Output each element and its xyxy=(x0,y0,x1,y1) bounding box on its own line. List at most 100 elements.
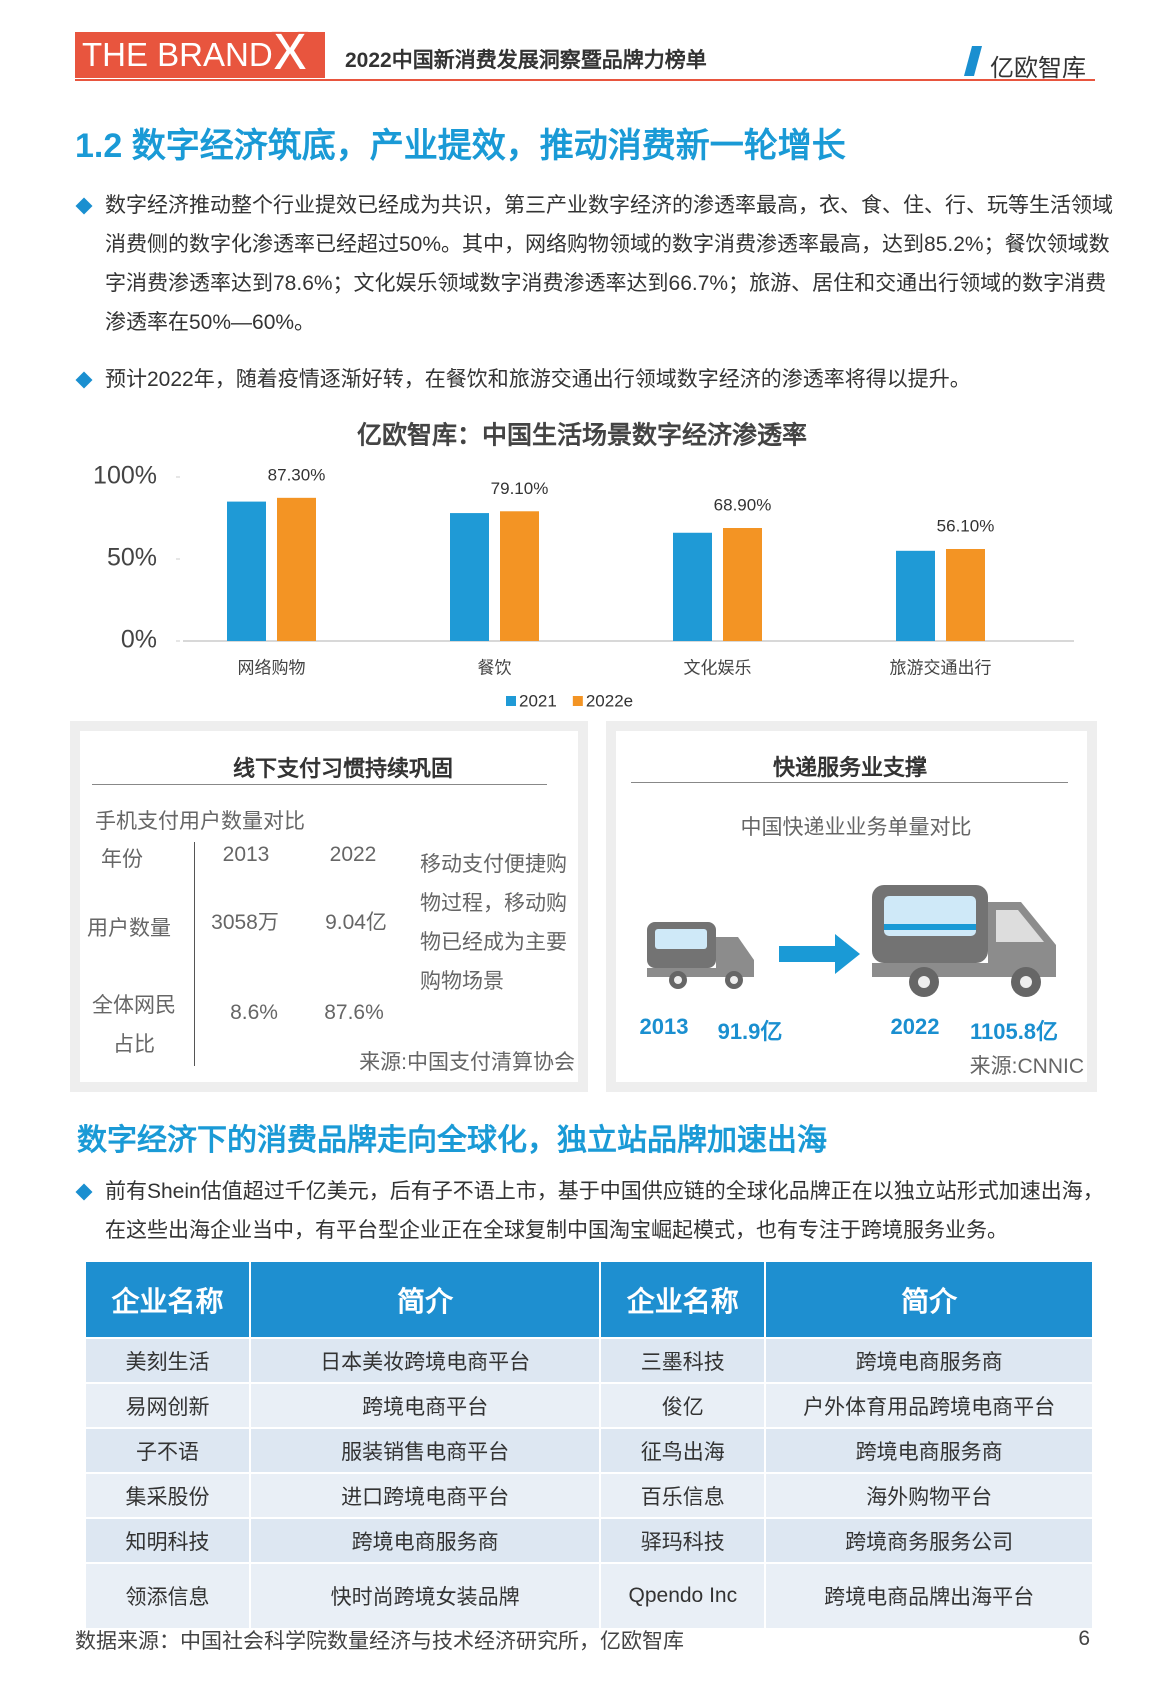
table-cell: 美刻生活 xyxy=(83,1337,252,1384)
table-cell: 征鸟出海 xyxy=(599,1427,767,1474)
data-label: 87.30% xyxy=(268,465,326,484)
panel-title: 快递服务业支撑 xyxy=(772,755,928,780)
table-cell: 子不语 xyxy=(83,1427,252,1474)
panel-source: 来源:CNNIC xyxy=(969,1055,1084,1078)
logo-icon xyxy=(963,46,983,76)
section-title: 1.2 数字经济筑底，产业提效，推动消费新一轮增长 xyxy=(75,127,846,165)
table-cell: 跨境电商品牌出海平台 xyxy=(764,1562,1094,1630)
panel xyxy=(80,731,578,1082)
small-truck xyxy=(647,922,754,989)
panel-title: 线下支付习惯持续巩固 xyxy=(232,756,454,781)
table-cell: 海外购物平台 xyxy=(764,1472,1094,1519)
legend-swatch xyxy=(506,696,516,706)
bullet-text: 前有Shein估值超过千亿美元，后有子不语上市，基于中国供应链的全球化品牌正在以… xyxy=(105,1180,1104,1242)
bar xyxy=(723,528,762,641)
brand-box xyxy=(75,32,325,78)
footer-source: 数据来源：中国社会科学院数量经济与技术经济研究所，亿欧智库 xyxy=(75,1630,684,1653)
table-header: 2022 xyxy=(329,843,377,866)
bar xyxy=(673,532,712,641)
brand-table: 企业名称 简介 企业名称 简介 美刻生活 日本美妆跨境电商平台 三墨科技 跨境电商服务商 易网创… xyxy=(83,1260,1094,1630)
table-cell: 跨境电商服务商 xyxy=(249,1517,602,1564)
express-volume: 91.9亿 xyxy=(717,1019,783,1044)
brand-x: X xyxy=(271,22,309,82)
table-row: 子不语 服装销售电商平台 征鸟出海 跨境电商服务商 xyxy=(83,1427,1094,1474)
panel-source: 来源:中国支付清算协会 xyxy=(359,1051,575,1074)
y-tick-label: 0% xyxy=(121,626,157,654)
bullet-marker xyxy=(75,1183,93,1201)
table-cell: 日本美妆跨境电商平台 xyxy=(249,1337,602,1384)
table-row: 领添信息 快时尚跨境女装品牌 Qpendo Inc 跨境电商品牌出海平台 xyxy=(83,1562,1094,1630)
page-number: 6 xyxy=(1078,1627,1090,1650)
express-year: 2022 xyxy=(890,1014,940,1039)
table-cell: 跨境电商平台 xyxy=(249,1382,602,1429)
bullet-marker xyxy=(75,197,93,215)
bar xyxy=(450,513,489,641)
data-label: 68.90% xyxy=(714,495,772,514)
bullet-text: 预计2022年，随着疫情逐渐好转，在餐饮和旅游交通出行领域数字经济的渗透率将得以… xyxy=(105,368,971,391)
truck-illustration xyxy=(647,885,1056,997)
express-volume: 1105.8亿 xyxy=(969,1019,1059,1044)
table-header: 2013 xyxy=(222,843,270,866)
panel-rule xyxy=(631,782,1068,783)
data-label: 56.10% xyxy=(937,516,995,535)
table-cell: 9.04亿 xyxy=(325,911,387,934)
table-cell: 8.6% xyxy=(230,1001,278,1024)
table-header-row: 企业名称 简介 企业名称 简介 xyxy=(83,1260,1094,1339)
legend-label: 2022e xyxy=(586,691,633,710)
chart-title: 亿欧智库：中国生活场景数字经济渗透率 xyxy=(357,421,807,450)
table-cell: 百乐信息 xyxy=(599,1472,767,1519)
x-tick-label: 文化娱乐 xyxy=(684,658,752,677)
panel-rule xyxy=(92,784,547,785)
bar xyxy=(277,497,316,641)
table-cell: 领添信息 xyxy=(83,1562,252,1630)
table-cell: 三墨科技 xyxy=(599,1337,767,1384)
y-tick-label: 50% xyxy=(107,544,157,572)
table-header-cell: 企业名称 xyxy=(83,1260,252,1339)
table-cell: 跨境商务服务公司 xyxy=(764,1517,1094,1564)
table-cell: 快时尚跨境女装品牌 xyxy=(249,1562,602,1630)
chart: 亿欧智库：中国生活场景数字经济渗透率 0% 50% 100% 网络购物 87.30% 餐饮… xyxy=(93,421,1074,710)
header-rule xyxy=(75,79,1095,81)
table-row: 美刻生活 日本美妆跨境电商平台 三墨科技 跨境电商服务商 xyxy=(83,1337,1094,1384)
arrow xyxy=(779,934,860,974)
table-cell: 服装销售电商平台 xyxy=(249,1427,602,1474)
bar xyxy=(227,501,266,641)
table-cell: 进口跨境电商平台 xyxy=(249,1472,602,1519)
data-label: 79.10% xyxy=(491,479,549,498)
panel-subtitle: 中国快递业业务单量对比 xyxy=(740,816,972,839)
bullet-text: 数字经济推动整个行业提效已经成为共识，第三产业数字经济的渗透率最高，衣、食、住、… xyxy=(105,194,1113,334)
table-header: 年份 xyxy=(101,848,143,871)
table-cell: 集采股份 xyxy=(83,1472,252,1519)
section-title: 数字经济下的消费品牌走向全球化，独立站品牌加速出海 xyxy=(77,1124,827,1157)
table-cell: 易网创新 xyxy=(83,1382,252,1429)
table-cell: 知明科技 xyxy=(83,1517,252,1564)
table-header-cell: 简介 xyxy=(249,1260,602,1339)
table-cell: 跨境电商服务商 xyxy=(764,1427,1094,1474)
x-tick-label: 网络购物 xyxy=(238,658,306,677)
table-cell: 全体网民占比 xyxy=(92,994,176,1056)
y-tick-label: 100% xyxy=(93,462,157,490)
table-cell: 俊亿 xyxy=(599,1382,767,1429)
table-header-cell: 企业名称 xyxy=(599,1260,767,1339)
bar xyxy=(500,511,539,641)
panel-note: 移动支付便捷购物过程，移动购物已经成为主要购物场景 xyxy=(420,853,567,993)
panel-subtitle: 手机支付用户数量对比 xyxy=(95,810,305,833)
table-cell: 跨境电商服务商 xyxy=(764,1337,1094,1384)
table-cell: 用户数量 xyxy=(87,917,171,940)
table-cell: 87.6% xyxy=(324,1001,384,1024)
big-truck xyxy=(872,885,1056,997)
legend-swatch xyxy=(572,696,583,706)
bar xyxy=(946,548,985,641)
table-cell: 驿玛科技 xyxy=(599,1517,767,1564)
table-header-cell: 简介 xyxy=(764,1260,1094,1339)
table-row: 知明科技 跨境电商服务商 驿玛科技 跨境商务服务公司 xyxy=(83,1517,1094,1564)
logo: 亿欧智库 xyxy=(990,55,1086,82)
table-row: 集采股份 进口跨境电商平台 百乐信息 海外购物平台 xyxy=(83,1472,1094,1519)
bullet-marker xyxy=(75,371,93,389)
table-cell: 户外体育用品跨境电商平台 xyxy=(764,1382,1094,1429)
table-row: 易网创新 跨境电商平台 俊亿 户外体育用品跨境电商平台 xyxy=(83,1382,1094,1429)
table-cell: Qpendo Inc xyxy=(599,1562,767,1630)
report-title: 2022中国新消费发展洞察暨品牌力榜单 xyxy=(345,49,707,72)
x-tick-label: 旅游交通出行 xyxy=(890,658,992,677)
